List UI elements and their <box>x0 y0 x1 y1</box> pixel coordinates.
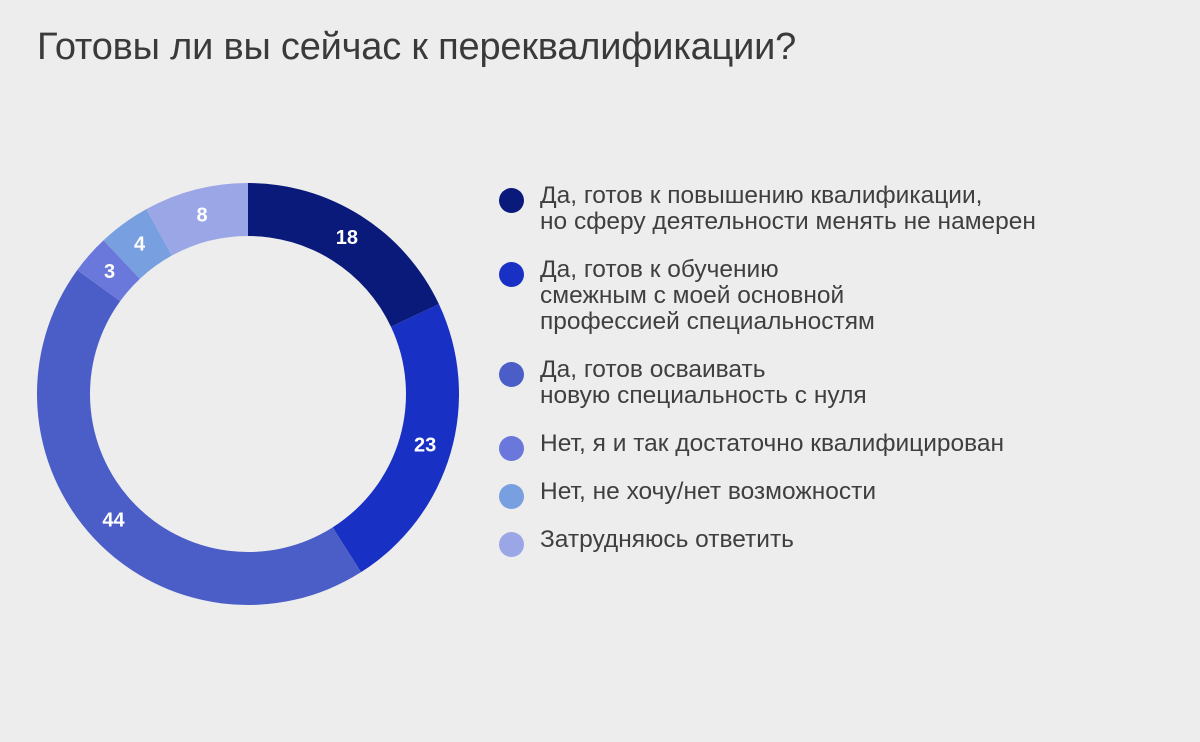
slice-value-label: 18 <box>336 227 358 249</box>
slice-value-label: 44 <box>102 509 125 531</box>
legend-swatch <box>499 362 524 387</box>
chart-legend: Да, готов к повышению квалификации, но с… <box>498 183 1180 575</box>
donut-slice <box>146 183 248 256</box>
chart-title: Готовы ли вы сейчас к переквалификации? <box>37 26 797 68</box>
legend-label: Да, готов к обучению смежным с моей осно… <box>540 256 875 335</box>
donut-slice <box>77 240 140 302</box>
donut-slice <box>103 209 172 279</box>
legend-label: Нет, я и так достаточно квалифицирован <box>540 430 1005 457</box>
legend-swatch <box>499 532 524 557</box>
donut-slice <box>37 269 362 605</box>
donut-slice <box>332 304 460 573</box>
slice-value-label: 4 <box>134 234 146 256</box>
slice-value-label: 3 <box>104 261 115 283</box>
slice-value-label: 23 <box>414 434 436 456</box>
legend-item: Нет, не хочу/нет возможности <box>498 478 1180 509</box>
legend-item: Затрудняюсь ответить <box>498 526 1180 557</box>
donut-slice <box>248 183 439 327</box>
legend-item: Да, готов к обучению смежным с моей осно… <box>498 257 1180 335</box>
legend-swatch <box>499 484 524 509</box>
legend-label: Да, готов к повышению квалификации, но с… <box>540 182 1036 235</box>
legend-label: Нет, не хочу/нет возможности <box>540 478 877 505</box>
legend-label: Затрудняюсь ответить <box>540 526 794 553</box>
legend-swatch <box>499 262 524 287</box>
slice-value-label: 8 <box>197 204 208 226</box>
legend-swatch <box>499 436 524 461</box>
legend-item: Да, готов осваивать новую специальность … <box>498 357 1180 409</box>
legend-swatch <box>499 188 524 213</box>
legend-item: Нет, я и так достаточно квалифицирован <box>498 430 1180 461</box>
legend-label: Да, готов осваивать новую специальность … <box>540 356 867 409</box>
legend-item: Да, готов к повышению квалификации, но с… <box>498 183 1180 235</box>
